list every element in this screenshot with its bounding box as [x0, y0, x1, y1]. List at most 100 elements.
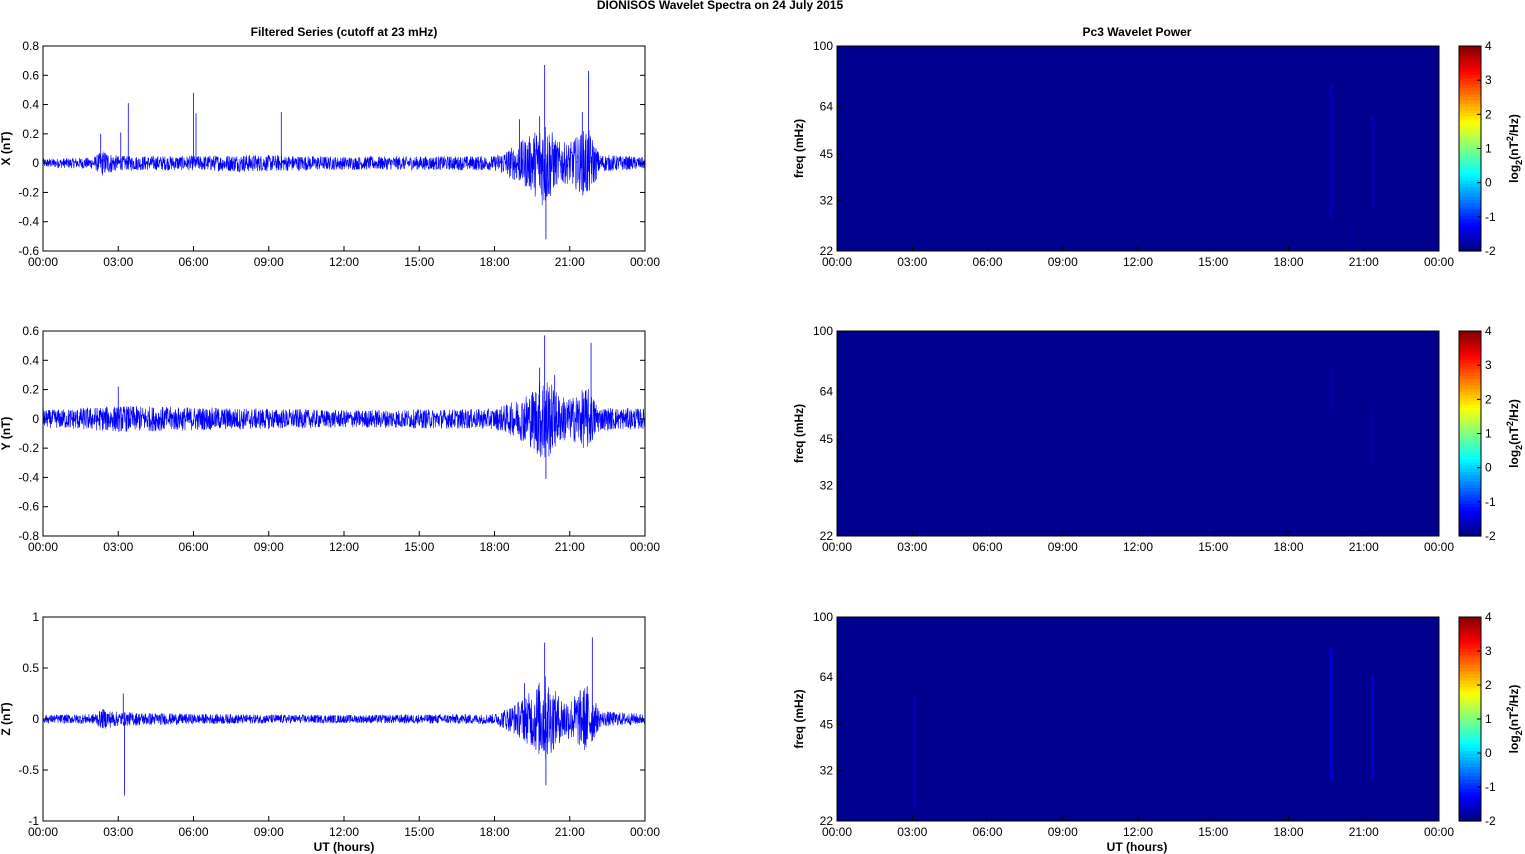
colorbar-swatch	[1459, 234, 1481, 239]
colorbar-tick-label: -1	[1485, 780, 1496, 794]
colorbar-swatch	[1459, 382, 1481, 387]
colorbar-swatch	[1459, 196, 1481, 201]
colorbar-swatch	[1459, 478, 1481, 483]
colorbar-swatch	[1459, 247, 1481, 252]
colorbar-swatch	[1459, 683, 1481, 688]
colorbar-swatch	[1459, 687, 1481, 691]
series-y-axis-label: Y (nT)	[0, 417, 13, 451]
series-ytick-label: 0.6	[22, 324, 39, 338]
colorbar-swatch	[1459, 529, 1481, 534]
colorbar-swatch	[1459, 455, 1481, 460]
colorbar-swatch	[1459, 734, 1481, 739]
colorbar-swatch	[1459, 664, 1481, 669]
colorbar-swatch	[1459, 808, 1481, 813]
colorbar-swatch	[1459, 331, 1481, 335]
colorbar-swatch	[1459, 706, 1481, 711]
colorbar-swatch	[1459, 148, 1481, 153]
series-xtick-label: 00:00	[28, 825, 58, 839]
spectrogram-power-streak	[1350, 218, 1353, 251]
spectrogram-xtick-label: 18:00	[1273, 825, 1303, 839]
colorbar-tick-label: 3	[1485, 644, 1492, 658]
colorbar-swatch	[1459, 728, 1481, 733]
colorbar-swatch	[1459, 757, 1481, 762]
series-xtick-label: 06:00	[178, 825, 208, 839]
colorbar-swatch	[1459, 658, 1481, 663]
colorbar-swatch	[1459, 725, 1481, 730]
colorbar-label: log2(nT2/Hz)	[1505, 399, 1524, 468]
spectrogram-ytick-label: 64	[820, 384, 834, 398]
spectrogram-power-streak	[1330, 84, 1333, 219]
colorbar-tick-label: 4	[1485, 610, 1492, 624]
series-xtick-label: 12:00	[329, 540, 359, 554]
colorbar-swatch	[1459, 212, 1481, 217]
spectrogram-xtick-label: 21:00	[1349, 255, 1379, 269]
colorbar-swatch	[1459, 766, 1481, 771]
colorbar-swatch	[1459, 353, 1481, 358]
colorbar-swatch	[1459, 449, 1481, 454]
colorbar-swatch	[1459, 750, 1481, 755]
colorbar-swatch	[1459, 74, 1481, 79]
colorbar-tick-label: 0	[1485, 176, 1492, 190]
colorbar-tick-label: 4	[1485, 324, 1492, 338]
right-x-axis-label: UT (hours)	[1107, 840, 1168, 854]
series-ytick-label: 1	[32, 610, 39, 624]
colorbar-swatch	[1459, 427, 1481, 431]
left-column-title: Filtered Series (cutoff at 23 mHz)	[251, 25, 438, 39]
colorbar-swatch	[1459, 471, 1481, 476]
colorbar-swatch	[1459, 636, 1481, 640]
colorbar-swatch	[1459, 190, 1481, 194]
spectrogram-power-streak	[1371, 404, 1374, 463]
colorbar-swatch	[1459, 359, 1481, 364]
colorbar-swatch	[1459, 715, 1481, 720]
spectrogram-xtick-label: 09:00	[1048, 825, 1078, 839]
series-ytick-label: -0.6	[18, 500, 39, 514]
figure-title: DIONISOS Wavelet Spectra on 24 July 2015	[597, 0, 844, 12]
colorbar-tick-label: 2	[1485, 107, 1492, 121]
colorbar-swatch	[1459, 655, 1481, 660]
colorbar-tick-label: 4	[1485, 39, 1492, 53]
spectrogram-xtick-label: 15:00	[1198, 540, 1228, 554]
colorbar-swatch	[1459, 375, 1481, 380]
colorbar-swatch	[1459, 645, 1481, 650]
spectrogram-ytick-label: 100	[813, 610, 833, 624]
colorbar-swatch	[1459, 760, 1481, 765]
spectrogram-ytick-label: 32	[820, 193, 834, 207]
colorbar-swatch	[1459, 55, 1481, 60]
colorbar-swatch	[1459, 785, 1481, 790]
colorbar-tick-label: -1	[1485, 495, 1496, 509]
colorbar-swatch	[1459, 103, 1481, 108]
series-trace-z	[42, 676, 646, 760]
colorbar-swatch	[1459, 395, 1481, 399]
series-ytick-label: -0.8	[18, 529, 39, 543]
colorbar-swatch	[1459, 642, 1481, 647]
spectrogram-xtick-label: 15:00	[1198, 825, 1228, 839]
series-xtick-label: 00:00	[630, 255, 660, 269]
colorbar-tick-label: 3	[1485, 73, 1492, 87]
colorbar-swatch	[1459, 465, 1481, 470]
colorbar-swatch	[1459, 337, 1481, 342]
colorbar-swatch	[1459, 420, 1481, 425]
colorbar-swatch	[1459, 414, 1481, 419]
spectrogram-ytick-label: 22	[820, 814, 834, 828]
series-ytick-label: -0.4	[18, 215, 39, 229]
colorbar-swatch	[1459, 138, 1481, 143]
colorbar-swatch	[1459, 494, 1481, 499]
spectrogram-xtick-label: 21:00	[1349, 540, 1379, 554]
colorbar-swatch	[1459, 776, 1481, 781]
colorbar-swatch	[1459, 510, 1481, 515]
spectrogram-xtick-label: 03:00	[897, 540, 927, 554]
colorbar-swatch	[1459, 475, 1481, 479]
colorbar-swatch	[1459, 462, 1481, 467]
colorbar-swatch	[1459, 404, 1481, 409]
colorbar-swatch	[1459, 350, 1481, 355]
series-xtick-label: 12:00	[329, 255, 359, 269]
spectrogram-background	[837, 617, 1439, 821]
colorbar-swatch	[1459, 632, 1481, 637]
colorbar-swatch	[1459, 709, 1481, 714]
series-panel-x: -0.6 -0.4 -0.2 0 0.2 0.4 0.6 0.8 00:00 03:00 06:00…	[0, 39, 660, 269]
colorbar-swatch	[1459, 661, 1481, 666]
colorbar-swatch	[1459, 385, 1481, 390]
colorbar-swatch	[1459, 186, 1481, 191]
